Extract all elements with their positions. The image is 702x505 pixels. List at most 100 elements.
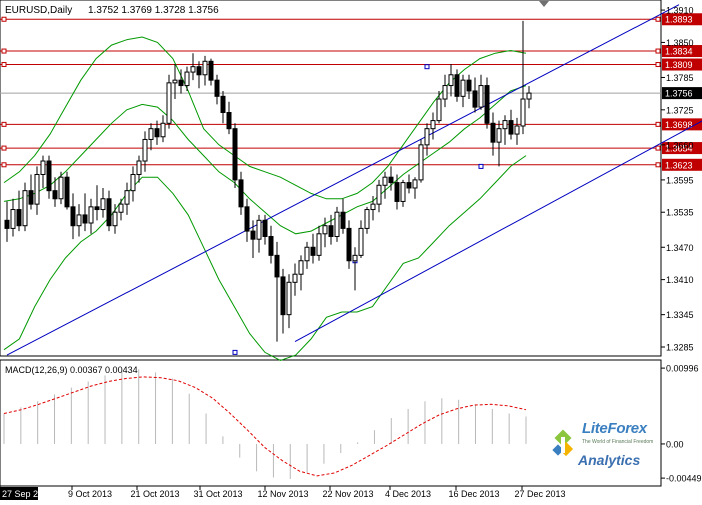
candle-body: [124, 190, 130, 205]
time-tick-label: 4 Dec 2013: [385, 489, 431, 499]
candle-body: [322, 225, 328, 235]
current-price-label: 1.3756: [665, 89, 693, 99]
macd-indicator: 0.00996 0.00 -0.00449: [3, 364, 702, 484]
candle-body: [388, 176, 394, 184]
candle-body: [358, 227, 364, 256]
watermark-product: Analytics: [578, 452, 641, 468]
level-anchor: [655, 162, 661, 168]
level-anchor: [1, 121, 7, 127]
candle-body: [292, 273, 298, 283]
candle-body: [466, 79, 472, 92]
candle-body: [244, 206, 250, 232]
level-label: 1.3654: [665, 144, 693, 154]
channel-anchor: [232, 349, 238, 355]
channel-line-upper: [6, 4, 680, 356]
time-tick-label: 21 Oct 2013: [130, 489, 179, 499]
candle-body: [232, 128, 238, 181]
candle-body: [406, 182, 412, 189]
price-tick-label: 1.3470: [666, 243, 694, 253]
candle-body: [250, 230, 256, 240]
time-tick-label: 27 Sep 2013: [2, 489, 53, 499]
candle-body: [400, 182, 406, 202]
candle-body: [28, 190, 34, 205]
bollinger-lower: [3, 155, 527, 362]
level-tag: [662, 118, 702, 131]
symbol-label: EURUSD,Daily: [5, 5, 72, 16]
time-tick-label: 31 Oct 2013: [193, 489, 242, 499]
current-price-tag: [662, 87, 702, 100]
candle-body: [418, 144, 424, 181]
level-label: 1.3809: [665, 60, 693, 70]
candle-body: [424, 128, 430, 146]
candle-body: [10, 209, 16, 229]
candle-body: [52, 190, 58, 200]
candle-body: [502, 120, 508, 130]
candle-body: [214, 79, 220, 97]
candle-body: [448, 74, 454, 87]
candle-body: [118, 203, 124, 213]
price-tick-label: 1.3785: [666, 73, 694, 83]
level-anchor: [655, 145, 661, 151]
candle-body: [298, 260, 304, 275]
price-tick-label: 1.3660: [666, 140, 694, 150]
time-tick-label: 22 Nov 2013: [322, 489, 373, 499]
level-anchor: [655, 62, 661, 68]
candle-body: [256, 219, 262, 240]
candle-body: [340, 211, 346, 229]
candle-body: [202, 60, 208, 76]
candle-body: [262, 219, 268, 237]
candle-body: [382, 176, 388, 186]
candle-body: [106, 198, 112, 227]
candle-body: [472, 90, 478, 108]
time-tick-label: 12 Nov 2013: [257, 489, 308, 499]
channel-anchor: [424, 64, 430, 70]
candle-body: [172, 79, 178, 84]
candle-body: [304, 246, 310, 262]
candle-body: [394, 182, 400, 202]
price-panel: [0, 0, 662, 357]
candle-body: [364, 209, 370, 229]
bollinger-middle: [3, 85, 527, 235]
price-tick-label: 1.3285: [666, 342, 694, 352]
macd-tick-label: -0.00449: [666, 474, 702, 484]
level-label: 1.3698: [665, 120, 693, 130]
candle-body: [88, 206, 94, 224]
candle-body: [82, 214, 88, 224]
candle-body: [190, 66, 196, 73]
price-tick-label: 1.3910: [666, 6, 694, 16]
price-tick-label: 1.3410: [666, 275, 694, 285]
candle-body: [508, 120, 514, 135]
level-tag: [662, 142, 702, 155]
candle-body: [268, 235, 274, 256]
candle-body: [328, 225, 334, 237]
candle-body: [370, 203, 376, 211]
candle-body: [178, 79, 184, 87]
candle-body: [130, 173, 136, 192]
watermark-tagline: The World of Financial Freedom: [582, 439, 654, 445]
candle-body: [346, 227, 352, 262]
macd-label: MACD(12,26,9) 0.00367 0.00434: [5, 365, 138, 375]
macd-tick-label: 0.00996: [666, 364, 699, 374]
candle-body: [94, 206, 100, 211]
candle-body: [70, 206, 76, 227]
candle-body: [526, 92, 532, 100]
candle-body: [334, 211, 340, 237]
candle-body: [142, 138, 148, 162]
candle-body: [112, 211, 118, 227]
candle-body: [520, 98, 526, 127]
candle-body: [226, 112, 232, 130]
candle-body: [484, 85, 490, 124]
candle-body: [280, 276, 286, 316]
level-tag: [662, 13, 702, 26]
candle-body: [478, 85, 484, 108]
candle-body: [16, 209, 22, 227]
candle-body: [274, 254, 280, 278]
level-anchor: [1, 162, 7, 168]
candle-body: [4, 219, 10, 229]
candle-body: [238, 179, 244, 208]
level-label: 1.3893: [665, 15, 693, 25]
candle-body: [58, 176, 64, 200]
price-tick-label: 1.3850: [666, 38, 694, 48]
candle-body: [436, 98, 442, 122]
